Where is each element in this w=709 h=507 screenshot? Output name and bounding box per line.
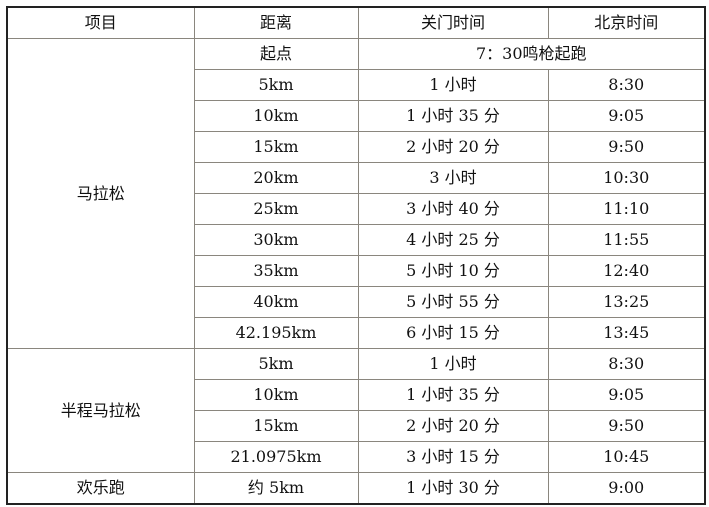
header-row: 项目 距离 关门时间 北京时间 — [6, 6, 706, 39]
table-row: 20km 3 小时 10:30 — [7, 162, 706, 194]
beijing-time-cell: 12:40 — [547, 255, 706, 287]
distance-cell: 42.195km — [193, 317, 359, 349]
cutoff-time-cell: 5 小时 10 分 — [357, 255, 549, 287]
cutoff-time-cell: 1 小时 — [357, 348, 549, 380]
table-row: 25km 3 小时 40 分 11:10 — [7, 193, 706, 225]
beijing-time-cell: 9:05 — [547, 100, 706, 132]
distance-cell: 10km — [193, 379, 359, 411]
cutoff-time-cell: 3 小时 40 分 — [357, 193, 549, 225]
beijing-time-cell: 9:00 — [547, 472, 706, 505]
cutoff-time-cell: 2 小时 20 分 — [357, 410, 549, 442]
event-name-cell: 欢乐跑 — [6, 472, 195, 505]
table-row: 马拉松 起点 7：30鸣枪起跑 — [6, 38, 706, 349]
table-row: 42.195km 6 小时 15 分 13:45 — [7, 317, 706, 349]
table-row: 30km 4 小时 25 分 11:55 — [7, 224, 706, 256]
beijing-time-cell: 9:50 — [547, 410, 706, 442]
table-row: 40km 5 小时 55 分 13:25 — [7, 286, 706, 318]
distance-cell: 15km — [193, 410, 359, 442]
cutoff-time-cell: 4 小时 25 分 — [357, 224, 549, 256]
distance-cell: 35km — [193, 255, 359, 287]
distance-cell: 约 5km — [193, 472, 359, 505]
header-cell: 关门时间 — [357, 6, 549, 39]
beijing-time-cell: 13:45 — [547, 317, 706, 349]
distance-cell: 15km — [193, 131, 359, 163]
distance-cell: 25km — [193, 193, 359, 225]
cutoff-time-cell: 6 小时 15 分 — [357, 317, 549, 349]
beijing-time-cell: 11:10 — [547, 193, 706, 225]
cutoff-time-cell: 3 小时 15 分 — [357, 441, 549, 473]
table-row: 15km 2 小时 20 分 9:50 — [7, 131, 706, 163]
distance-cell: 21.0975km — [193, 441, 359, 473]
beijing-time-cell: 13:25 — [547, 286, 706, 318]
distance-cell: 40km — [193, 286, 359, 318]
distance-cell: 5km — [193, 69, 359, 101]
cutoff-time-cell: 1 小时 35 分 — [357, 379, 549, 411]
event-name-cell: 马拉松 — [6, 38, 195, 349]
beijing-time-cell: 11:55 — [547, 224, 706, 256]
beijing-time-cell: 8:30 — [547, 69, 706, 101]
beijing-time-cell: 8:30 — [547, 348, 706, 380]
cutoff-time-cell: 5 小时 55 分 — [357, 286, 549, 318]
table-row: 10km 1 小时 35 分 9:05 — [7, 100, 706, 132]
distance-cell: 起点 — [193, 38, 359, 70]
beijing-time-cell: 10:30 — [547, 162, 706, 194]
cutoff-time-table: 项目 距离 关门时间 北京时间 马拉松 起点 7：30鸣枪起跑 5km 1 小时 8:30… — [6, 6, 706, 505]
table-row: 10km 1 小时 35 分 9:05 — [7, 379, 706, 411]
table-row: 欢乐跑约 5km 1 小时 30 分 9:00 — [6, 472, 706, 505]
table-row: 35km 5 小时 10 分 12:40 — [7, 255, 706, 287]
cutoff-time-cell: 3 小时 — [357, 162, 549, 194]
distance-cell: 20km — [193, 162, 359, 194]
table-row: 半程马拉松 5km 1 小时 8:30 — [6, 348, 706, 473]
distance-cell: 10km — [193, 100, 359, 132]
header-cell: 距离 — [193, 6, 359, 39]
distance-cell: 30km — [193, 224, 359, 256]
header-cell: 项目 — [6, 6, 195, 39]
table-row: 15km 2 小时 20 分 9:50 — [7, 410, 706, 442]
beijing-time-cell: 9:05 — [547, 379, 706, 411]
event-name-cell: 半程马拉松 — [6, 348, 195, 473]
start-note-cell: 7：30鸣枪起跑 — [357, 38, 706, 70]
beijing-time-cell: 9:50 — [547, 131, 706, 163]
header-cell: 北京时间 — [547, 6, 706, 39]
cutoff-time-cell: 1 小时 30 分 — [357, 472, 549, 505]
cutoff-time-cell: 1 小时 35 分 — [357, 100, 549, 132]
table-row: 21.0975km 3 小时 15 分 10:45 — [7, 441, 706, 473]
cutoff-time-cell: 2 小时 20 分 — [357, 131, 549, 163]
table-row: 5km 1 小时 8:30 — [7, 69, 706, 101]
cutoff-time-cell: 1 小时 — [357, 69, 549, 101]
distance-cell: 5km — [193, 348, 359, 380]
beijing-time-cell: 10:45 — [547, 441, 706, 473]
